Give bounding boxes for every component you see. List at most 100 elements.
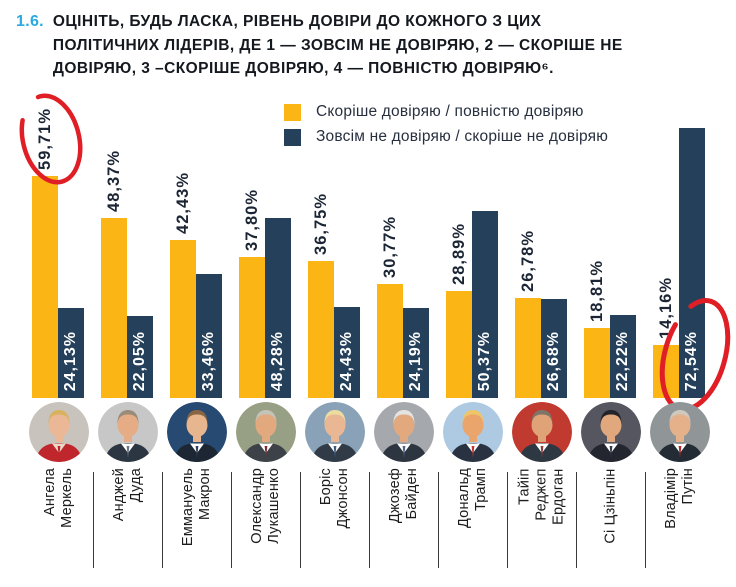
leader-name-cell: Джозеф Байден: [369, 468, 439, 572]
leader-name-cell: Еммануель Макрон: [162, 468, 232, 572]
bar-groups: 59,71% 24,13% 48,37% 22,05% 42,43% 33,46% 37,8…: [24, 95, 714, 398]
distrust-value-label: 72,54%: [683, 330, 700, 391]
bar-group: 36,75% 24,43%: [300, 95, 369, 398]
leader-photo: [442, 402, 503, 462]
trust-value-label: 42,43%: [174, 172, 192, 234]
distrust-value-label: 22,05%: [131, 330, 148, 391]
leader-photo-cell: [93, 402, 162, 462]
trust-value-label: 26,78%: [519, 230, 537, 292]
person-avatar-icon: [442, 402, 503, 462]
bar-group: 37,80% 48,28%: [231, 95, 300, 398]
distrust-bar: 24,19%: [403, 308, 429, 398]
distrust-bar: 24,43%: [334, 307, 360, 398]
leader-photo-cell: [576, 402, 645, 462]
person-avatar-icon: [373, 402, 434, 462]
bar-group: 28,89% 50,37%: [438, 95, 507, 398]
name-divider: [437, 472, 439, 568]
name-divider: [92, 472, 94, 568]
distrust-value-label: 26,68%: [545, 330, 562, 391]
leader-photo: [166, 402, 227, 462]
leader-photos-row: [24, 402, 714, 462]
leader-photo-cell: [507, 402, 576, 462]
bar-group: 30,77% 24,19%: [369, 95, 438, 398]
leader-name: Дональд Трамп: [455, 468, 489, 528]
question-title-line: ПОЛІТИЧНИХ ЛІДЕРІВ, ДЕ 1 — ЗОВСІМ НЕ ДОВ…: [52, 36, 623, 54]
person-avatar-icon: [97, 402, 158, 462]
leader-photo-cell: [438, 402, 507, 462]
name-divider: [575, 472, 577, 568]
leader-name-cell: Сі Цзіньпін: [576, 468, 646, 572]
leader-photo-cell: [162, 402, 231, 462]
leader-name: Владімір Путін: [662, 468, 696, 529]
bar-group: 18,81% 22,22%: [576, 95, 645, 398]
distrust-value-label: 33,46%: [200, 330, 217, 391]
leader-photo-cell: [24, 402, 93, 462]
leader-name-cell: Владімір Путін: [645, 468, 714, 572]
leader-name: Сі Цзіньпін: [602, 468, 618, 544]
distrust-value-label: 24,19%: [407, 330, 424, 391]
leader-photo: [373, 402, 434, 462]
trust-bar: [170, 240, 196, 398]
distrust-bar: 50,37%: [472, 211, 498, 398]
trust-bar: [101, 218, 127, 398]
leader-photo: [580, 402, 641, 462]
distrust-swatch-icon: [284, 128, 301, 146]
trust-bar: [446, 291, 472, 398]
leader-photo: [649, 402, 710, 462]
question-title-line: ОЦІНІТЬ, БУДЬ ЛАСКА, РІВЕНЬ ДОВІРИ ДО КО…: [52, 13, 542, 30]
distrust-value-label: 22,22%: [614, 330, 631, 391]
distrust-bar: 72,54%: [679, 128, 705, 398]
leader-name-cell: Боріс Джонсон: [300, 468, 370, 572]
person-avatar-icon: [580, 402, 641, 462]
distrust-value-label: 48,28%: [269, 330, 286, 391]
leader-photo: [511, 402, 572, 462]
distrust-bar: 26,68%: [541, 299, 567, 398]
leader-photo-cell: [645, 402, 714, 462]
distrust-value-label: 50,37%: [476, 330, 493, 391]
distrust-bar: 48,28%: [265, 218, 291, 398]
person-avatar-icon: [511, 402, 572, 462]
trust-bar: [584, 328, 610, 398]
leader-name: Еммануель Макрон: [179, 468, 213, 547]
legend-row-distrust: Зовсім не довіряю / скоріше не довіряю: [284, 128, 608, 146]
bar-group: 42,43% 33,46%: [162, 95, 231, 398]
trust-value-label: 59,71%: [36, 108, 54, 170]
trust-swatch-icon: [284, 103, 301, 121]
name-divider: [161, 472, 163, 568]
trust-value-label: 48,37%: [105, 150, 123, 212]
question-header: 1.6. ОЦІНІТЬ, БУДЬ ЛАСКА, РІВЕНЬ ДОВІРИ …: [16, 10, 708, 81]
distrust-value-label: 24,43%: [338, 330, 355, 391]
name-divider: [506, 472, 508, 568]
distrust-legend-label: Зовсім не довіряю / скоріше не довіряю: [316, 128, 609, 145]
name-divider: [230, 472, 232, 568]
trust-value-label: 36,75%: [312, 193, 330, 255]
trust-value-label: 28,89%: [450, 223, 468, 285]
leader-name-cell: Анджей Дуда: [93, 468, 163, 572]
bar-group: 59,71% 24,13%: [24, 95, 93, 398]
leader-photo: [304, 402, 365, 462]
trust-value-label: 37,80%: [243, 189, 261, 251]
leader-photo-cell: [369, 402, 438, 462]
person-avatar-icon: [235, 402, 296, 462]
person-avatar-icon: [166, 402, 227, 462]
question-title: ОЦІНІТЬ, БУДЬ ЛАСКА, РІВЕНЬ ДОВІРИ ДО КО…: [53, 10, 708, 81]
leader-photo-cell: [231, 402, 300, 462]
leader-name: Боріс Джонсон: [317, 468, 351, 529]
trust-bar: [653, 345, 679, 398]
legend-row-trust: Скоріше довіряю / повністю довіряю: [284, 103, 608, 121]
trust-value-label: 30,77%: [381, 216, 399, 278]
distrust-bar: 22,22%: [610, 315, 636, 398]
leader-photo: [235, 402, 296, 462]
trust-legend-label: Скоріше довіряю / повністю довіряю: [316, 103, 584, 120]
person-avatar-icon: [649, 402, 710, 462]
leader-photo: [28, 402, 89, 462]
bar-group: 14,16% 72,54%: [645, 95, 714, 398]
leader-name: Анджей Дуда: [110, 468, 144, 522]
trust-bar: [308, 261, 334, 398]
leader-name: Ангела Меркель: [41, 468, 75, 528]
leader-name-cell: Тайіп Реджеп Ердоган: [507, 468, 577, 572]
name-divider: [299, 472, 301, 568]
leader-name: Джозеф Байден: [386, 468, 420, 524]
trust-bar: [32, 176, 58, 398]
trust-bar: [239, 257, 265, 398]
